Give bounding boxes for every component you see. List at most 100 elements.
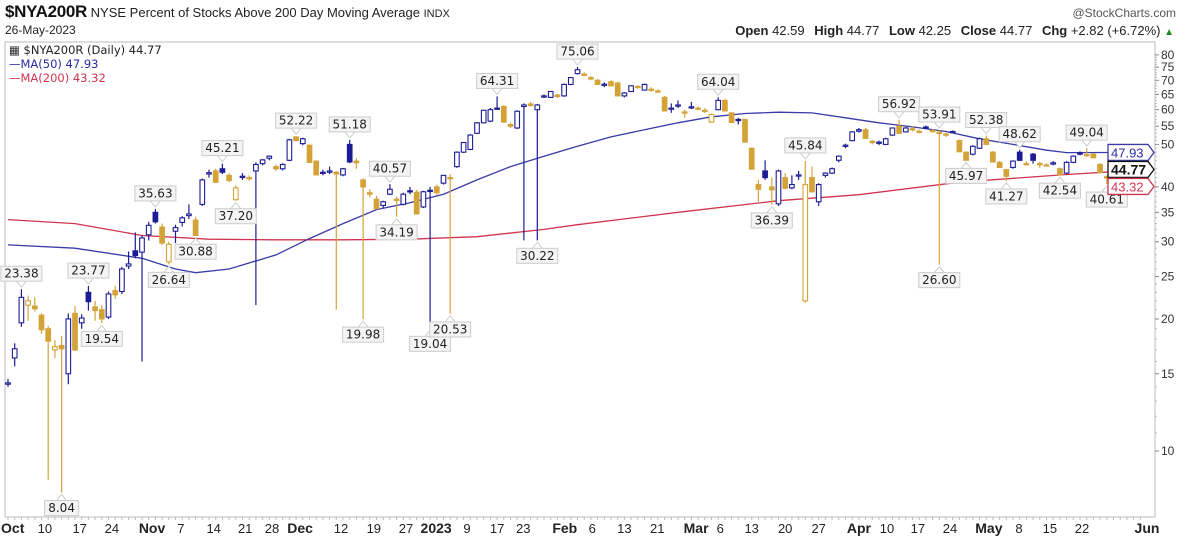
price-annotation: 40.61 [1085, 185, 1128, 208]
candle [259, 159, 266, 166]
candle [876, 140, 882, 146]
candle [380, 200, 387, 209]
annotation-label: 36.39 [755, 213, 789, 227]
annotation-label: 23.77 [71, 264, 105, 278]
legend-ma200: —MA(200) 43.32 [9, 71, 162, 85]
x-tick-label: 27 [811, 521, 825, 536]
x-tick-label: 21 [650, 521, 664, 536]
candle-body [125, 263, 132, 267]
candle-body [119, 268, 125, 293]
annotation-pointer [933, 121, 945, 129]
annotation-label: 40.57 [373, 162, 407, 176]
candle [554, 93, 561, 98]
candle [152, 208, 159, 224]
candle-body [990, 151, 996, 163]
annotation-label: 19.54 [85, 332, 119, 346]
price-annotation: 20.53 [429, 315, 472, 338]
candle [393, 196, 400, 217]
annotation-pointer [572, 58, 583, 66]
candle-body [1097, 163, 1103, 174]
candle-body [11, 348, 18, 359]
candle [969, 145, 976, 156]
last-value-tag-price: 44.77 [1107, 160, 1155, 179]
candle-body [326, 170, 333, 173]
annotation-label: 45.97 [949, 169, 983, 183]
legend-price-label: $NYA200R (Daily) 44.77 [23, 43, 162, 57]
candle [5, 378, 11, 387]
candle [527, 101, 534, 107]
candle [755, 179, 762, 202]
candle-body [65, 318, 72, 375]
candle-body [212, 170, 219, 183]
x-tick-label: Dec [287, 520, 313, 536]
candle-body [1083, 154, 1090, 157]
annotation-pointer [83, 277, 94, 285]
candle [494, 96, 500, 110]
candle-body [353, 160, 360, 164]
candle [882, 137, 889, 146]
candle-body [983, 138, 990, 145]
candle [956, 139, 963, 153]
x-tick-label: 23 [516, 521, 530, 536]
candle-body [246, 177, 253, 180]
x-tick-label: 14 [206, 521, 220, 536]
candle [480, 109, 487, 124]
price-annotation: 56.92 [878, 96, 921, 119]
plot-area [4, 41, 1156, 518]
candle [1010, 160, 1016, 169]
candle [192, 216, 199, 237]
candle [500, 104, 507, 123]
price-annotation: 64.04 [697, 73, 740, 97]
candle [762, 160, 768, 180]
x-tick-label: 10 [880, 521, 894, 536]
annotation-box [375, 224, 418, 241]
candle [614, 81, 621, 97]
candle-body [621, 92, 628, 97]
price-annotation: 52.38 [965, 112, 1008, 135]
candle [829, 167, 835, 175]
candle [1057, 167, 1063, 176]
y-tick-label: 35 [1161, 205, 1175, 219]
candle-body [554, 94, 561, 98]
candle-body [105, 293, 112, 318]
candle-body [601, 83, 608, 86]
price-annotation: 23.38 [0, 265, 43, 288]
candle-body [1050, 162, 1057, 165]
candle [668, 103, 675, 113]
price-annotation: 8.04 [44, 493, 80, 517]
candle [916, 129, 923, 134]
candle-body [25, 300, 31, 306]
x-tick-label: 6 [589, 521, 596, 536]
ma50-line [7, 111, 1114, 274]
candle-body [31, 305, 38, 310]
candle-body [346, 143, 353, 163]
candle-body [1023, 163, 1030, 166]
annotation-box [174, 243, 217, 260]
price-annotation: 35.63 [134, 185, 177, 208]
candle [1097, 163, 1103, 174]
candle-body [789, 183, 795, 189]
candle [909, 126, 916, 132]
candle-body [52, 346, 58, 351]
x-tick-label: 7 [177, 521, 184, 536]
price-annotation: 45.21 [201, 140, 244, 163]
candle-body [413, 191, 420, 215]
last-value-tag-ma200: 43.32 [1107, 177, 1155, 196]
candle [440, 174, 447, 185]
x-tick-label: Nov [139, 520, 166, 536]
candle [547, 90, 554, 98]
x-tick-label: 17 [72, 521, 86, 536]
y-tick-label: 65 [1161, 87, 1175, 101]
candle-body [199, 179, 206, 205]
candle-body [259, 159, 266, 165]
candle [567, 77, 574, 86]
candle-body [802, 183, 809, 302]
candle [78, 314, 85, 329]
candle-body [882, 138, 889, 145]
annotation-pointer [766, 206, 778, 214]
candle [708, 113, 715, 123]
candle-body [139, 237, 145, 253]
candle [574, 67, 581, 75]
candle [641, 83, 648, 91]
candle [976, 137, 983, 150]
